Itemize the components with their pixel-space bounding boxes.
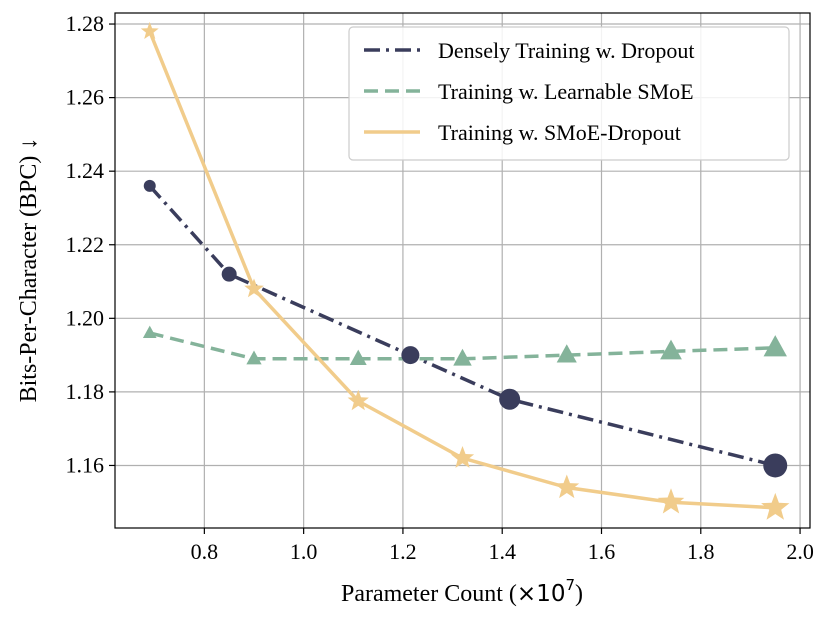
series-markers: [140, 21, 790, 520]
legend-label: Densely Training w. Dropout: [438, 38, 694, 63]
y-tick-label: 1.22: [66, 232, 105, 257]
series-1-point: [143, 179, 156, 192]
series-1-point: [499, 388, 521, 410]
plot-frame: [114, 12, 811, 529]
legend-label: Training w. SMoE-Dropout: [438, 120, 681, 145]
series-3-point: [140, 21, 159, 39]
series-2-point: [349, 349, 367, 365]
x-axis: 0.8 1.0 1.2 1.4 1.6 1.8 2.0: [191, 528, 814, 564]
y-tick-label: 1.24: [66, 158, 105, 183]
series-2-point: [763, 335, 787, 357]
series-2-point: [556, 344, 577, 363]
x-tick-label: 1.2: [389, 539, 417, 564]
series-3-point: [554, 474, 580, 499]
series-2-point: [660, 339, 682, 360]
series-3-point: [761, 492, 790, 520]
y-tick-label: 1.20: [66, 305, 105, 330]
series-3-point: [244, 278, 264, 298]
series-1-point: [221, 266, 237, 282]
series-2-point: [453, 348, 472, 366]
series-2-point: [142, 325, 157, 339]
legend: Densely Training w. Dropout Training w. L…: [348, 26, 790, 161]
y-axis: 1.16 1.18 1.20 1.22 1.24 1.26 1.28: [66, 11, 115, 477]
y-axis-label: Bits-Per-Character (BPC) ↓: [16, 138, 42, 403]
series-3-point: [657, 488, 685, 514]
x-tick-label: 1.4: [488, 539, 516, 564]
legend-box: [348, 26, 790, 161]
y-tick-label: 1.26: [66, 85, 105, 110]
legend-label: Training w. Learnable SMoE: [438, 79, 694, 104]
x-tick-label: 1.8: [687, 539, 715, 564]
x-tick-label: 1.6: [588, 539, 616, 564]
x-axis-label: Parameter Count (×107): [341, 576, 583, 607]
x-tick-label: 2.0: [786, 539, 814, 564]
series-3-point: [450, 446, 475, 468]
series-2-point: [246, 350, 262, 365]
y-tick-label: 1.16: [66, 452, 105, 477]
series-line-1: [148, 184, 776, 468]
x-tick-label: 0.8: [191, 539, 219, 564]
x-tick-label: 1.0: [290, 539, 318, 564]
series-1-point: [401, 346, 420, 365]
series-1-point: [763, 453, 788, 478]
series-3-point: [347, 389, 369, 411]
y-tick-label: 1.18: [66, 379, 105, 404]
y-tick-label: 1.28: [66, 11, 105, 36]
